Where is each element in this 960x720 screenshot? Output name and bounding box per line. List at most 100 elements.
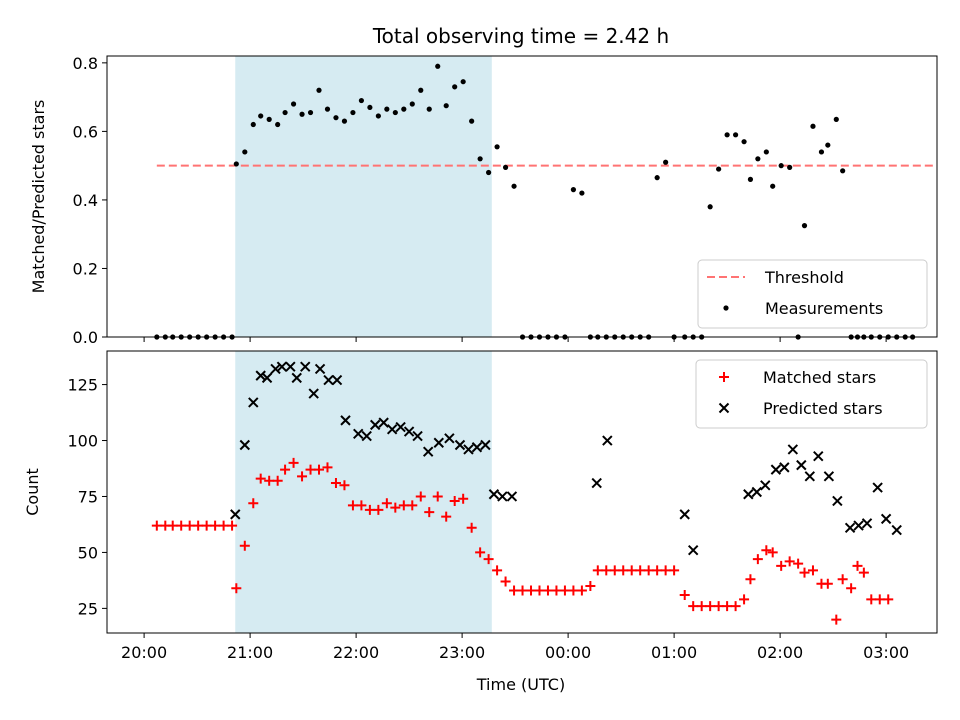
legend-marker	[719, 372, 729, 382]
data-point	[367, 104, 373, 111]
y-tick-label: 0.6	[73, 122, 98, 141]
data-point	[403, 426, 415, 437]
data-point	[511, 183, 517, 189]
data-point	[502, 164, 509, 170]
y-axis-label: Matched/Predicted stars	[29, 100, 48, 294]
data-point	[330, 478, 341, 489]
data-point	[833, 116, 839, 122]
data-point	[291, 372, 302, 384]
data-point	[609, 565, 620, 576]
y-tick-label: 0.8	[73, 54, 98, 73]
data-point	[233, 161, 239, 167]
data-point	[444, 433, 455, 444]
axes-frame	[106, 350, 938, 634]
data-point	[422, 446, 434, 457]
data-point	[813, 450, 824, 462]
data-point	[356, 500, 367, 511]
data-point	[823, 471, 835, 482]
data-point	[300, 361, 311, 372]
data-point	[509, 585, 520, 596]
data-point	[741, 139, 747, 145]
data-point	[679, 589, 690, 600]
data-point	[796, 459, 807, 471]
legend: Matched stars Predicted stars	[695, 359, 928, 429]
data-point	[500, 576, 511, 587]
y-tick-label: 0.2	[73, 259, 98, 278]
data-point	[361, 430, 372, 442]
data-point	[801, 223, 808, 229]
data-point	[707, 204, 713, 210]
data-point	[866, 594, 877, 605]
data-point	[652, 565, 663, 576]
data-point	[883, 594, 894, 605]
data-point	[687, 544, 699, 556]
data-point	[542, 585, 553, 596]
data-point	[526, 585, 537, 596]
data-point	[432, 491, 443, 502]
data-point	[891, 524, 902, 536]
data-point	[778, 163, 784, 169]
data-point	[787, 164, 793, 170]
y-tick-label: 50	[78, 543, 98, 562]
data-point	[435, 63, 441, 69]
data-point	[732, 132, 739, 138]
x-tick-label: 01:00	[651, 643, 697, 662]
data-point	[853, 520, 864, 531]
data-point	[760, 480, 771, 491]
data-point	[776, 560, 787, 571]
x-tick-label: 20:00	[121, 643, 167, 662]
legend-box	[697, 259, 928, 329]
data-point	[424, 507, 435, 518]
data-point	[810, 123, 816, 129]
y-axis-label: Count	[23, 468, 42, 516]
data-point	[654, 175, 660, 181]
y-tick-label: 25	[78, 599, 98, 618]
data-point	[167, 520, 178, 531]
data-point	[242, 149, 248, 155]
data-point	[818, 149, 825, 155]
data-point	[339, 480, 350, 491]
data-point	[643, 565, 654, 576]
data-point	[340, 415, 351, 426]
data-point	[840, 168, 846, 174]
data-point	[770, 464, 782, 475]
data-point	[592, 565, 603, 576]
x-axis-label: Time (UTC)	[476, 675, 565, 694]
data-point	[230, 509, 241, 520]
data-point	[415, 491, 426, 502]
data-point	[480, 439, 491, 451]
data-point	[488, 489, 500, 500]
data-point	[264, 475, 275, 486]
data-point	[250, 121, 256, 128]
data-point	[779, 462, 790, 473]
data-point	[441, 511, 452, 522]
data-point	[846, 583, 857, 594]
data-point	[832, 495, 843, 507]
data-point	[486, 169, 492, 176]
data-point	[585, 581, 596, 591]
data-point	[308, 388, 319, 399]
data-point	[255, 370, 266, 381]
data-point	[282, 109, 288, 116]
data-point	[568, 585, 579, 596]
data-point	[492, 565, 503, 576]
data-point	[872, 482, 883, 493]
data-point	[395, 421, 406, 433]
data-point	[323, 374, 334, 386]
data-point	[743, 489, 754, 500]
data-point	[407, 500, 418, 511]
data-point	[752, 554, 763, 565]
data-point	[266, 116, 272, 122]
data-point	[288, 457, 299, 468]
data-point	[602, 435, 613, 446]
y-tick-label: 0.0	[73, 328, 98, 347]
data-point	[412, 430, 423, 442]
data-point	[579, 190, 585, 196]
observing-span-band	[235, 56, 492, 337]
data-point	[381, 498, 392, 509]
data-point	[314, 363, 326, 375]
data-point	[497, 491, 508, 502]
data-point	[378, 417, 389, 428]
data-point	[452, 84, 458, 90]
